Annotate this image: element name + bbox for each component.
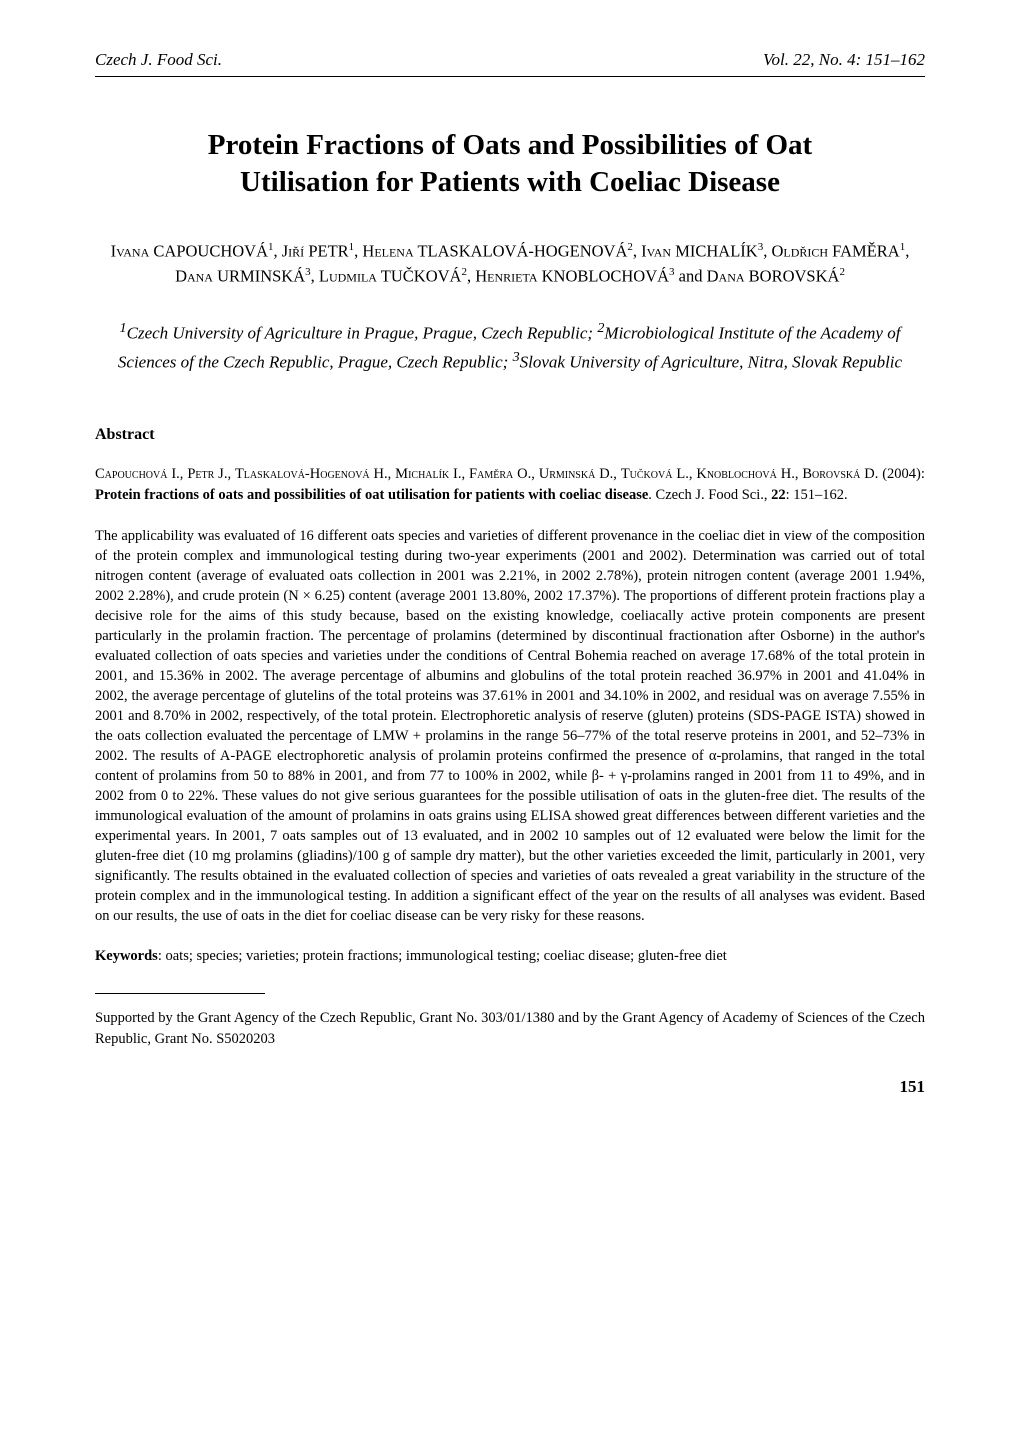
keywords-label: Keywords [95,948,158,964]
title-line-1: Protein Fractions of Oats and Possibilit… [208,129,812,161]
keywords-text: : oats; species; varieties; protein frac… [158,948,727,964]
funding-footnote: Supported by the Grant Agency of the Cze… [95,1008,925,1049]
page-number: 151 [95,1077,925,1097]
abstract-heading: Abstract [95,426,925,444]
article-title: Protein Fractions of Oats and Possibilit… [95,127,925,201]
journal-name: Czech J. Food Sci. [95,50,222,70]
affiliations: 1Czech University of Agriculture in Prag… [95,318,925,376]
volume-issue-pages: Vol. 22, No. 4: 151–162 [763,50,925,70]
abstract-text: The applicability was evaluated of 16 di… [95,526,925,926]
paper-page: Czech J. Food Sci. Vol. 22, No. 4: 151–1… [0,0,1020,1147]
footnote-rule [95,993,265,994]
author-list: Ivana CAPOUCHOVÁ1, Jiří PETR1, Helena TL… [95,239,925,290]
title-line-2: Utilisation for Patients with Coeliac Di… [240,166,780,198]
self-citation: Capouchová I., Petr J., Tlaskalová-Hogen… [95,464,925,506]
keywords-line: Keywords: oats; species; varieties; prot… [95,948,925,965]
running-header: Czech J. Food Sci. Vol. 22, No. 4: 151–1… [95,50,925,77]
